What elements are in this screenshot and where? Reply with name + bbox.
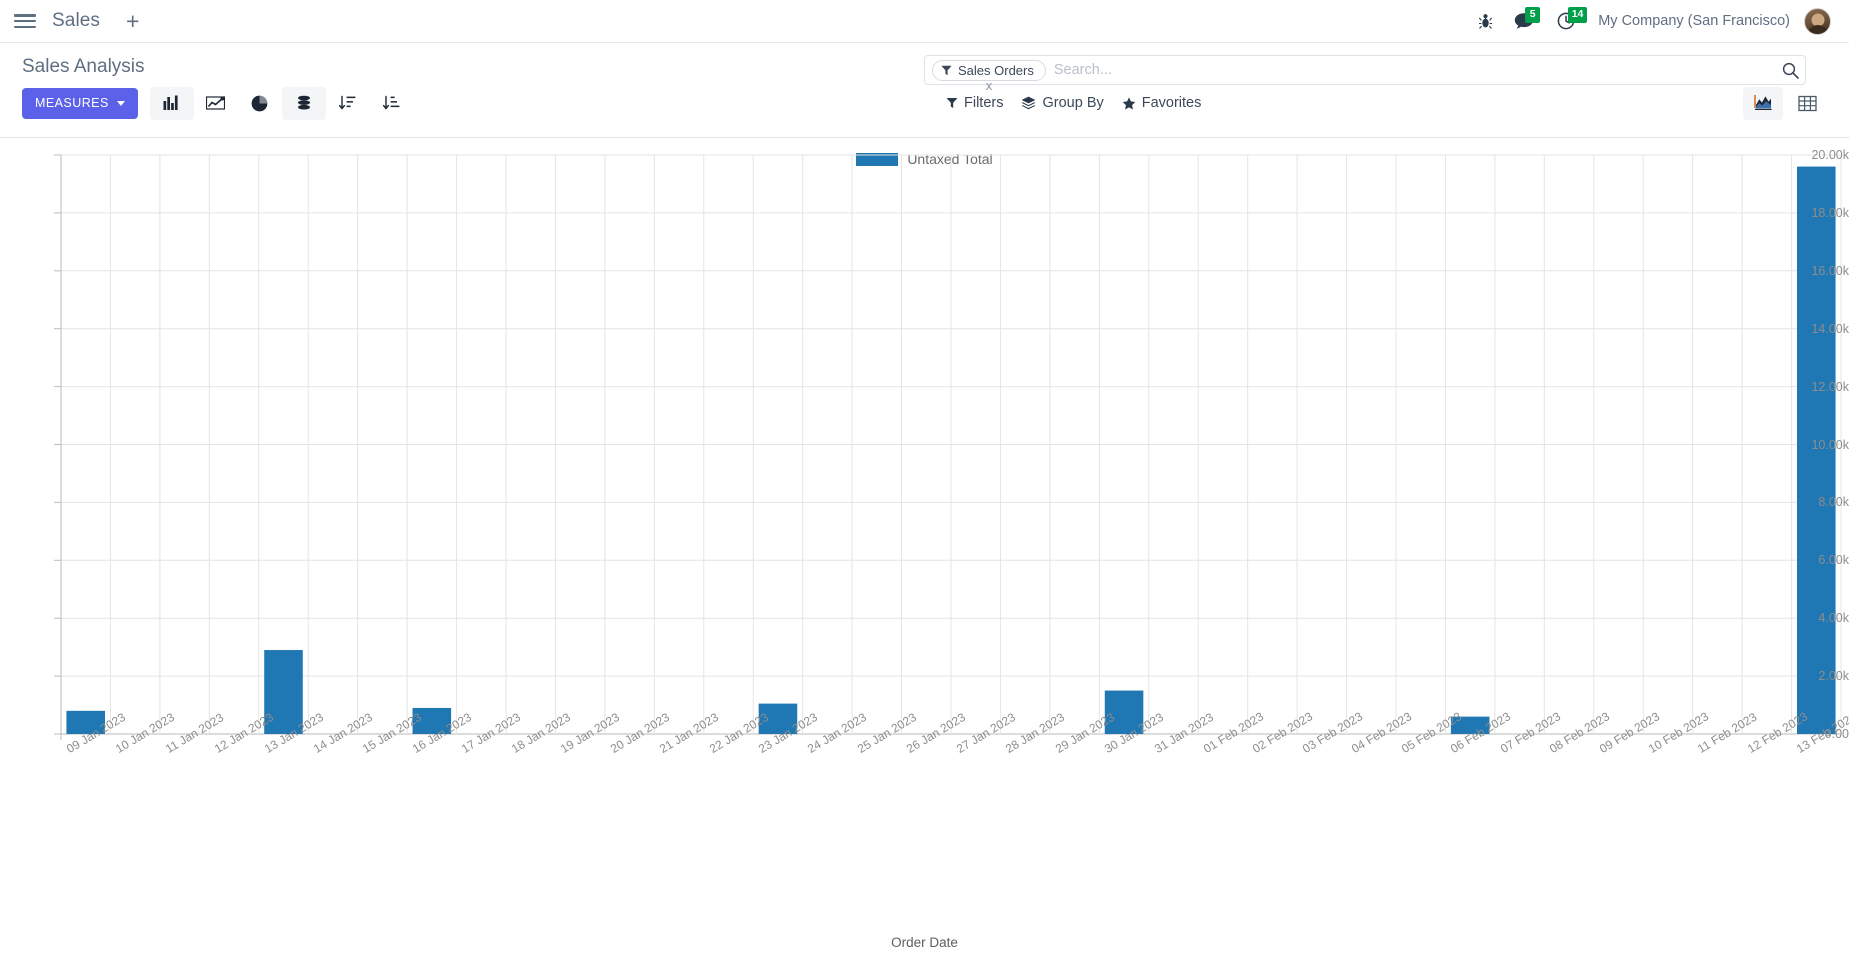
legend-swatch-untaxed-total[interactable] <box>856 152 899 166</box>
chart-bar[interactable] <box>412 707 452 734</box>
avatar[interactable] <box>1804 7 1831 35</box>
chart-plot-area[interactable]: 0.00 2.00k 4.00k 6.00k 8.00k 10.00k 12.00k 14.0… <box>0 138 1849 958</box>
filters-button[interactable]: Filters <box>946 91 1021 115</box>
search-dropdown-buttons: Filters Group By Favorites <box>946 91 1219 115</box>
search-facet-sales-orders[interactable]: Sales Orders x <box>932 59 1046 92</box>
pie-chart-icon[interactable] <box>238 87 282 120</box>
y-axis-tick-label: 12.00k <box>1811 379 1849 394</box>
layers-icon <box>1022 96 1036 110</box>
pivot-view-icon[interactable] <box>1787 87 1827 120</box>
group-by-button[interactable]: Group By <box>1021 91 1121 115</box>
chart-bar[interactable] <box>758 703 798 734</box>
favorites-button[interactable]: Favorites <box>1122 91 1220 115</box>
navbar-right: 5 14 My Company (San Francisco) <box>1468 0 1831 43</box>
page-title: Sales Analysis <box>22 56 145 77</box>
graph-view: Untaxed Total 0.00 2.00k 4.00k 6.00k 8.00k 10… <box>0 138 1849 958</box>
filters-label: Filters <box>964 95 1004 112</box>
chart-bar[interactable] <box>1796 166 1836 734</box>
y-axis-tick-label: 4.00k <box>1818 611 1849 626</box>
activities-clock-icon[interactable]: 14 <box>1546 0 1587 43</box>
filter-icon <box>946 98 958 109</box>
remove-facet-icon[interactable]: x <box>985 77 993 93</box>
y-axis-tick-label: 14.00k <box>1811 321 1849 336</box>
y-axis-tick-label: 18.00k <box>1811 205 1849 220</box>
control-panel-top-row: Sales Analysis <box>22 43 1827 79</box>
y-axis-tick-label: 2.00k <box>1818 669 1849 684</box>
bug-icon[interactable] <box>1468 0 1503 43</box>
chevron-down-icon <box>116 100 125 106</box>
top-navbar: Sales + 5 14 My Company (San Franci <box>0 0 1849 43</box>
control-panel-bottom-row: Measures <box>22 86 1827 120</box>
search-facet-label: Sales Orders <box>958 62 1034 78</box>
navbar-left: Sales + <box>14 7 140 34</box>
group-by-label: Group By <box>1042 95 1104 112</box>
y-axis-tick-label: 0.00 <box>1824 727 1849 741</box>
search-view: Sales Orders x <box>924 55 1806 92</box>
x-axis-title: Order Date <box>891 935 958 950</box>
filter-icon <box>941 65 952 76</box>
star-icon <box>1122 97 1136 110</box>
y-axis-tick-label: 10.00k <box>1811 437 1849 452</box>
measures-label: Measures <box>35 96 109 111</box>
sort-ascending-icon[interactable] <box>370 87 414 120</box>
app-name-sales[interactable]: Sales <box>52 10 101 31</box>
graph-view-icon[interactable] <box>1743 86 1783 120</box>
y-axis-tick-label: 20.00k <box>1811 148 1849 162</box>
messages-badge: 5 <box>1525 6 1541 23</box>
y-axis-tick-label: 16.00k <box>1811 263 1849 278</box>
search-icon[interactable] <box>1782 62 1799 79</box>
graph-type-buttons <box>149 86 414 120</box>
y-axis-tick-label: 6.00k <box>1818 553 1849 568</box>
chart-bar[interactable] <box>66 710 106 734</box>
chart-bar[interactable] <box>1450 716 1490 734</box>
messages-icon[interactable]: 5 <box>1503 0 1546 43</box>
line-chart-icon[interactable] <box>194 87 238 120</box>
sort-descending-icon[interactable] <box>326 87 370 120</box>
company-name[interactable]: My Company (San Francisco) <box>1598 13 1790 29</box>
control-panel: Sales Analysis Sales Orders x Measures <box>0 43 1849 138</box>
chart-bar[interactable] <box>1104 690 1144 734</box>
search-input[interactable] <box>1053 62 1774 78</box>
measures-button[interactable]: Measures <box>22 87 138 119</box>
chart-bar[interactable] <box>264 650 303 734</box>
activities-badge: 14 <box>1568 6 1587 23</box>
view-switcher <box>1743 86 1827 120</box>
new-record-plus-icon[interactable]: + <box>126 7 140 34</box>
bar-chart-icon[interactable] <box>149 86 194 120</box>
favorites-label: Favorites <box>1141 95 1202 112</box>
hamburger-icon[interactable] <box>14 12 36 30</box>
stacked-icon[interactable] <box>281 86 326 120</box>
y-axis-tick-label: 8.00k <box>1818 495 1849 510</box>
